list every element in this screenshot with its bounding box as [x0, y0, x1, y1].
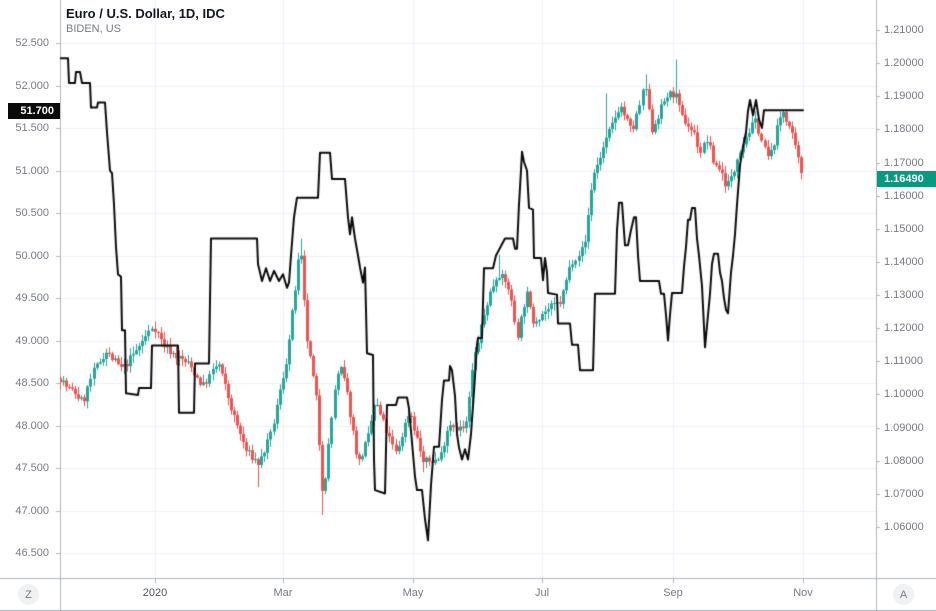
overlay-symbol-title[interactable]: BIDEN, US	[66, 23, 122, 35]
right-axis-label: 1.14000	[884, 255, 924, 268]
right-axis-label: 1.18000	[884, 123, 924, 136]
timezone-button[interactable]: Z	[18, 584, 39, 605]
right-axis-label: 1.15000	[884, 222, 924, 235]
time-axis-label: Sep	[663, 587, 683, 599]
right-axis-label: 1.20000	[884, 57, 924, 70]
right-axis-label: 1.19000	[884, 90, 924, 103]
left-axis-label: 48.500	[15, 377, 49, 389]
left-axis-label: 50.500	[15, 207, 49, 219]
right-axis-label: 1.07000	[884, 487, 924, 500]
left-axis-label: 47.500	[15, 462, 49, 474]
auto-scale-button-label: A	[899, 588, 908, 601]
left-axis-label: 48.000	[15, 419, 49, 432]
right-axis-label: 1.13000	[884, 289, 924, 302]
right-axis-label: 1.21000	[884, 24, 924, 36]
left-axis-label: 46.500	[15, 547, 49, 559]
left-price-badge-value: 51.700	[20, 105, 54, 117]
time-axis-label: May	[402, 587, 424, 599]
time-axis-label: Jul	[534, 587, 550, 599]
right-axis-label: 1.12000	[884, 322, 924, 335]
left-axis-label: 51.000	[15, 164, 49, 177]
auto-scale-button[interactable]: A	[893, 584, 914, 605]
left-price-badge: 51.700	[8, 103, 60, 119]
time-axis-label: 2020	[142, 587, 168, 599]
left-axis-label: 49.500	[15, 292, 49, 304]
right-axis-label: 1.09000	[884, 421, 924, 434]
time-axis-label: Mar	[273, 587, 293, 599]
symbol-title[interactable]: Euro / U.S. Dollar, 1D, IDC	[66, 6, 225, 21]
left-axis-label: 52.500	[15, 37, 49, 49]
left-axis-label: 50.000	[15, 249, 49, 262]
time-axis-label: Nov	[793, 587, 813, 599]
right-price-badge: 1.16490	[877, 171, 936, 188]
right-axis-label: 1.17000	[884, 156, 924, 169]
right-axis-label: 1.06000	[884, 520, 924, 533]
right-price-badge-value: 1.16490	[884, 173, 924, 186]
right-axis-label: 1.10000	[884, 388, 924, 401]
left-axis-label: 51.500	[15, 122, 49, 134]
left-axis-label: 52.000	[15, 79, 49, 92]
right-axis-label: 1.11000	[884, 355, 923, 368]
timezone-button-label: Z	[25, 588, 32, 601]
left-axis-label: 49.000	[15, 334, 49, 347]
right-axis-label: 1.16000	[884, 189, 924, 202]
chart-legend: Euro / U.S. Dollar, 1D, IDC BIDEN, US	[66, 5, 225, 37]
left-axis-label: 47.000	[15, 504, 49, 517]
right-axis-label: 1.08000	[884, 454, 924, 467]
